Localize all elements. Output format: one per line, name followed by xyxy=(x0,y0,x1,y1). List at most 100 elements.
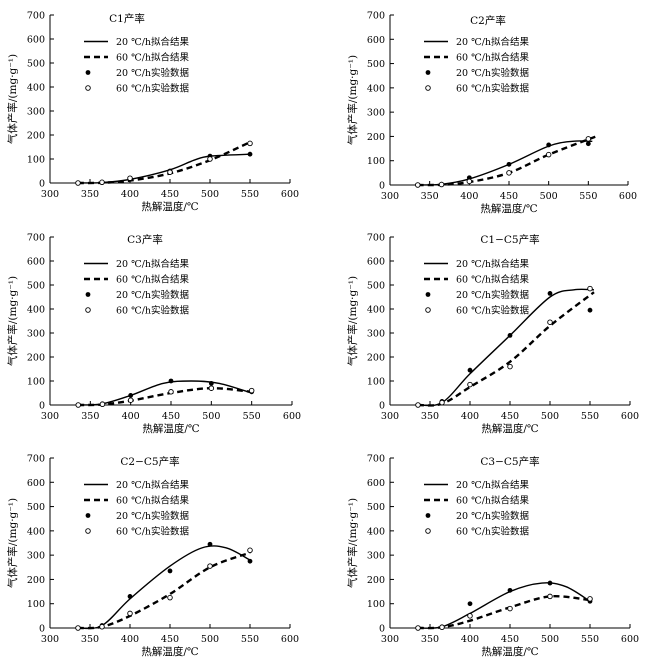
legend-label: 20 ℃/h实验数据 xyxy=(116,510,190,522)
y-tick-label: 300 xyxy=(27,329,45,340)
x-tick-label: 450 xyxy=(501,411,519,422)
x-tick-label: 350 xyxy=(421,191,439,202)
chart-panel-3: 0 100 200 300 400 500 600 700 300 350 400 450 500 550… xyxy=(6,233,301,436)
legend-label: 60 ℃/h实验数据 xyxy=(456,305,530,317)
x-tick-label: 400 xyxy=(461,411,479,422)
data-point-open xyxy=(75,180,81,186)
y-tick-label: 400 xyxy=(367,305,385,316)
data-point-open xyxy=(507,605,513,612)
legend-swatch-open xyxy=(425,307,431,313)
legend-label: 60 ℃/h实验数据 xyxy=(116,526,190,538)
y-tick-label: 400 xyxy=(27,526,45,537)
data-point-filled xyxy=(127,594,133,599)
legend: 20 ℃/h拟合结果 60 ℃/h拟合结果 20 ℃/h实验数据 60 ℃/h实验数据 xyxy=(424,258,530,317)
legend-label: 60 ℃/h拟合结果 xyxy=(116,274,190,286)
x-tick-label: 600 xyxy=(283,411,301,422)
series-line-1 xyxy=(417,582,591,629)
x-tick-label: 500 xyxy=(202,411,220,422)
data-point-open xyxy=(547,593,553,600)
y-tick-label: 600 xyxy=(27,478,45,489)
data-point-filled xyxy=(547,580,553,586)
x-tick-label: 600 xyxy=(619,191,637,202)
legend-label: 60 ℃/h拟合结果 xyxy=(116,52,190,64)
x-tick-label: 550 xyxy=(581,634,599,645)
y-tick-label: 0 xyxy=(379,401,385,412)
x-tick-label: 350 xyxy=(81,634,99,645)
panel-title: C3−C5产率 xyxy=(480,455,539,468)
panel-title: C1−C5产率 xyxy=(480,233,539,246)
data-point-filled xyxy=(247,558,253,564)
x-tick-label: 500 xyxy=(541,634,559,645)
legend-label: 60 ℃/h实验数据 xyxy=(116,83,190,95)
x-tick-label: 600 xyxy=(621,634,639,645)
y-tick-label: 300 xyxy=(367,551,385,562)
series-line-1 xyxy=(77,545,251,630)
data-point-open xyxy=(207,156,213,162)
legend: 20 ℃/h拟合结果 60 ℃/h拟合结果 20 ℃/h实验数据 60 ℃/h实验数据 xyxy=(424,36,530,95)
panel-title: C1产率 xyxy=(109,12,145,25)
x-tick-label: 400 xyxy=(461,634,479,645)
panel-title: C2−C5产率 xyxy=(120,455,179,468)
legend-label: 20 ℃/h实验数据 xyxy=(456,289,530,301)
legend-swatch-open xyxy=(85,528,91,534)
x-tick-label: 450 xyxy=(161,634,179,645)
x-tick-label: 500 xyxy=(201,189,219,200)
y-tick-label: 0 xyxy=(39,401,45,412)
y-tick-label: 700 xyxy=(27,233,45,244)
y-tick-label: 300 xyxy=(27,551,45,562)
y-tick-label: 200 xyxy=(367,353,385,364)
x-tick-label: 400 xyxy=(121,634,139,645)
data-point-open xyxy=(127,397,134,403)
data-point-filled xyxy=(247,151,253,157)
x-tick-label: 450 xyxy=(501,634,519,645)
data-point-open xyxy=(467,613,473,619)
y-tick-label: 400 xyxy=(27,305,45,316)
legend-label: 20 ℃/h拟合结果 xyxy=(116,258,190,270)
y-tick-label: 100 xyxy=(367,377,385,388)
y-tick-label: 700 xyxy=(27,11,45,22)
y-axis-title: 气体产率/(mg·g⁻¹) xyxy=(6,498,19,588)
data-point-filled xyxy=(547,291,553,296)
data-point-open xyxy=(207,563,213,569)
legend-label: 60 ℃/h拟合结果 xyxy=(456,52,530,64)
y-tick-label: 400 xyxy=(367,83,385,94)
panel-title: C3产率 xyxy=(127,233,163,246)
y-axis-title: 气体产率/(mg·g⁻¹) xyxy=(346,498,359,588)
data-point-open xyxy=(467,381,473,388)
x-tick-label: 500 xyxy=(540,191,558,202)
series-line-2 xyxy=(77,551,251,630)
legend-label: 60 ℃/h拟合结果 xyxy=(116,495,190,507)
chart-panel-1: 0 100 200 300 400 500 600 700 300 350 400 450 500 550… xyxy=(6,11,299,214)
data-point-filled xyxy=(546,142,552,148)
y-tick-label: 700 xyxy=(367,11,385,22)
data-point-open xyxy=(506,170,512,176)
series-line-1 xyxy=(77,153,251,184)
x-axis-title: 热解温度/℃ xyxy=(481,645,539,658)
y-tick-label: 100 xyxy=(27,377,45,388)
x-axis-title: 热解温度/℃ xyxy=(481,422,539,435)
data-point-open xyxy=(99,624,105,630)
y-tick-label: 500 xyxy=(27,59,45,70)
legend-label: 20 ℃/h实验数据 xyxy=(116,289,190,301)
x-tick-label: 300 xyxy=(381,411,399,422)
data-point-filled xyxy=(168,378,174,384)
data-point-open xyxy=(248,387,255,394)
legend: 20 ℃/h拟合结果 60 ℃/h拟合结果 20 ℃/h实验数据 60 ℃/h实验数据 xyxy=(84,479,190,538)
x-tick-label: 350 xyxy=(81,189,99,200)
data-point-open xyxy=(587,596,593,602)
data-point-filled xyxy=(208,381,214,386)
y-tick-label: 500 xyxy=(27,281,45,292)
series-line-2 xyxy=(417,291,595,407)
y-tick-label: 100 xyxy=(27,599,45,610)
y-tick-label: 100 xyxy=(367,599,385,610)
x-tick-label: 500 xyxy=(201,634,219,645)
chart-panel-5: 0 100 200 300 400 500 600 700 300 350 400 450 500 550… xyxy=(6,454,299,659)
y-tick-label: 200 xyxy=(27,131,45,142)
data-point-open xyxy=(466,178,473,185)
legend-swatch-open xyxy=(425,528,431,534)
x-tick-label: 450 xyxy=(500,191,518,202)
panel-title: C2产率 xyxy=(470,14,506,27)
y-tick-label: 500 xyxy=(367,281,385,292)
